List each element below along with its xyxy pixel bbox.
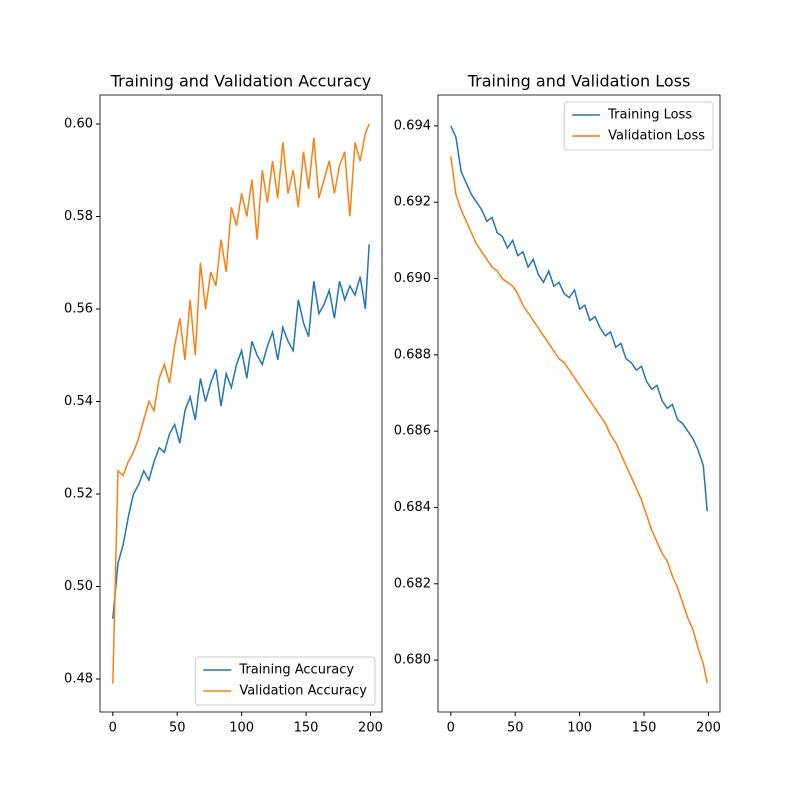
y-tick-label: 0.686 bbox=[394, 424, 431, 439]
y-tick-label: 0.50 bbox=[64, 579, 93, 594]
legend-frame bbox=[194, 656, 376, 706]
y-tick-label: 0.684 bbox=[394, 500, 431, 515]
legend-label: Validation Loss bbox=[608, 129, 705, 144]
x-tick-label: 100 bbox=[567, 721, 592, 736]
data-line bbox=[112, 244, 370, 619]
y-tick-label: 0.694 bbox=[394, 118, 431, 133]
x-tick-label: 50 bbox=[169, 721, 186, 736]
y-tick-label: 0.688 bbox=[394, 347, 431, 362]
y-tick-label: 0.682 bbox=[394, 576, 431, 591]
x-tick-label: 100 bbox=[229, 721, 254, 736]
plot-frame bbox=[437, 94, 721, 713]
x-tick-label: 150 bbox=[632, 721, 657, 736]
legend: Training Accuracy Validation Accuracy bbox=[194, 656, 376, 706]
x-tick-label: 0 bbox=[447, 721, 455, 736]
plot-frame bbox=[99, 94, 383, 713]
chart-title: Training and Validation Loss bbox=[467, 72, 691, 91]
legend-label: Training Loss bbox=[607, 108, 692, 123]
data-line bbox=[450, 125, 708, 512]
x-tick-label: 200 bbox=[696, 721, 721, 736]
y-tick-label: 0.54 bbox=[64, 394, 93, 409]
y-tick-label: 0.56 bbox=[64, 301, 93, 316]
legend-frame bbox=[563, 101, 714, 151]
data-line bbox=[450, 156, 708, 684]
legend: Training Loss Validation Loss bbox=[563, 101, 714, 151]
y-tick-label: 0.48 bbox=[64, 671, 93, 686]
legend-label: Training Accuracy bbox=[238, 663, 354, 678]
y-tick-label: 0.680 bbox=[394, 653, 431, 668]
y-tick-label: 0.58 bbox=[64, 209, 93, 224]
y-tick-label: 0.690 bbox=[394, 271, 431, 286]
y-tick-label: 0.60 bbox=[64, 116, 93, 131]
x-tick-label: 200 bbox=[358, 721, 383, 736]
x-tick-label: 150 bbox=[294, 721, 319, 736]
x-tick-label: 0 bbox=[109, 721, 117, 736]
chart-title: Training and Validation Accuracy bbox=[110, 72, 372, 91]
legend-label: Validation Accuracy bbox=[239, 684, 367, 699]
data-line bbox=[112, 123, 370, 684]
y-tick-label: 0.692 bbox=[394, 195, 431, 210]
x-tick-label: 50 bbox=[507, 721, 524, 736]
y-tick-label: 0.52 bbox=[64, 486, 93, 501]
